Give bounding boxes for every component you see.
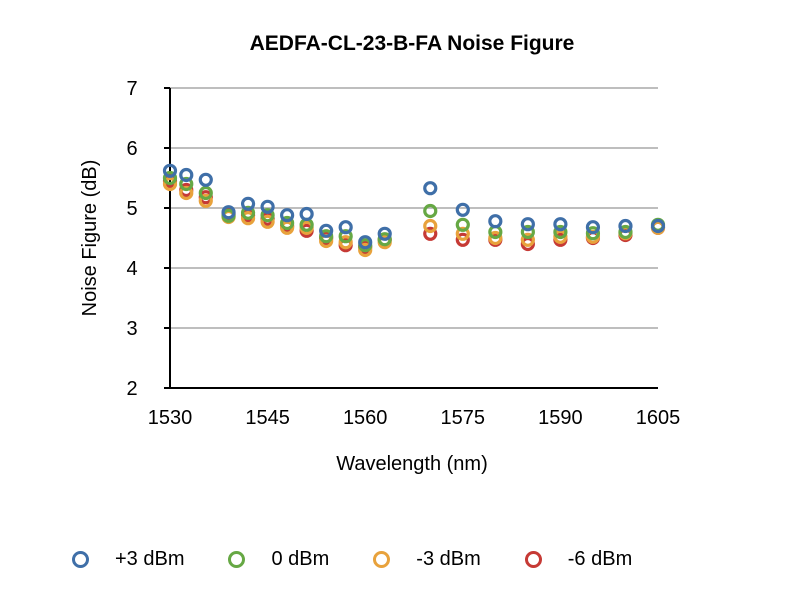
y-axis-title: Noise Figure (dB) [79,160,101,317]
y-tick-label: 3 [126,318,137,340]
x-tick-label: 1530 [148,407,193,429]
data-point [260,199,275,214]
legend-marker [72,551,89,568]
data-point [240,205,256,220]
data-point [423,203,438,219]
x-tick-label: 1605 [636,407,681,429]
data-point [198,172,213,187]
data-point [423,226,438,241]
data-point [585,226,601,241]
data-point [338,235,353,250]
legend-item: +3 dBm [72,548,184,571]
data-point [260,214,275,229]
data-point [319,223,334,238]
data-point [585,220,601,235]
data-point [179,176,194,192]
data-point [455,202,470,217]
data-point [240,196,256,211]
x-tick-label: 1590 [538,407,583,429]
legend-marker [228,551,246,568]
legend-item: 0 dBm [228,548,329,571]
data-point [423,218,438,234]
data-point [488,230,503,246]
data-point [179,167,194,183]
y-tick-label: 5 [126,198,137,220]
chart-title: AEDFA-CL-23-B-FA Noise Figure [250,32,575,55]
data-point [162,176,178,192]
data-point [553,229,568,244]
data-point [618,224,633,240]
data-point [338,229,353,244]
data-point [319,229,334,244]
legend-marker [524,551,542,568]
data-point [338,220,353,235]
data-point [455,226,470,241]
x-tick-label: 1575 [441,407,486,429]
data-points [162,163,666,258]
y-tick-labels: 2 3 4 5 6 7 [126,78,137,400]
legend-label: -6 dBm [567,548,633,570]
data-point [240,211,256,226]
data-point [553,224,568,240]
data-point [520,224,535,240]
y-tick-label: 6 [126,138,137,160]
data-point [377,226,392,241]
data-point [358,242,373,258]
x-axis-title: Wavelength (nm) [336,453,488,475]
data-point [162,170,178,186]
legend-item: -3 dBm [373,548,481,571]
data-point [280,215,295,231]
x-tick-labels: 1530 1545 1560 1575 1590 1605 [148,407,681,429]
y-tick-label: 4 [126,258,137,280]
legend: +3 dBm 0 dBm -3 dBm -6 dBm [72,548,676,571]
series--3-dbm [162,176,666,258]
legend-label: +3 dBm [115,548,185,570]
data-point [377,232,392,247]
data-point [520,232,535,247]
x-tick-label: 1545 [245,407,290,429]
x-tick-label: 1560 [343,407,388,429]
y-tick-label: 7 [126,78,137,100]
data-point [179,185,194,201]
series--3-dbm [162,163,666,250]
data-point [358,235,373,250]
data-point [198,185,213,201]
legend-item: -6 dBm [524,548,633,571]
legend-label: 0 dBm [271,548,330,570]
data-point [198,193,213,208]
data-point [520,217,535,232]
data-point [162,163,178,178]
y-tick-label: 2 [126,378,137,400]
data-point [299,206,314,222]
axes [164,87,658,389]
data-point [618,218,633,234]
data-point [221,205,236,220]
data-point [650,218,666,234]
legend-marker [373,551,391,568]
data-point [260,208,275,223]
data-point [553,217,568,232]
data-point [423,181,438,196]
data-point [280,208,295,223]
data-point [488,214,503,229]
data-point [455,232,470,247]
data-point [455,217,470,232]
data-point [280,220,295,235]
legend-label: -3 dBm [416,548,481,570]
